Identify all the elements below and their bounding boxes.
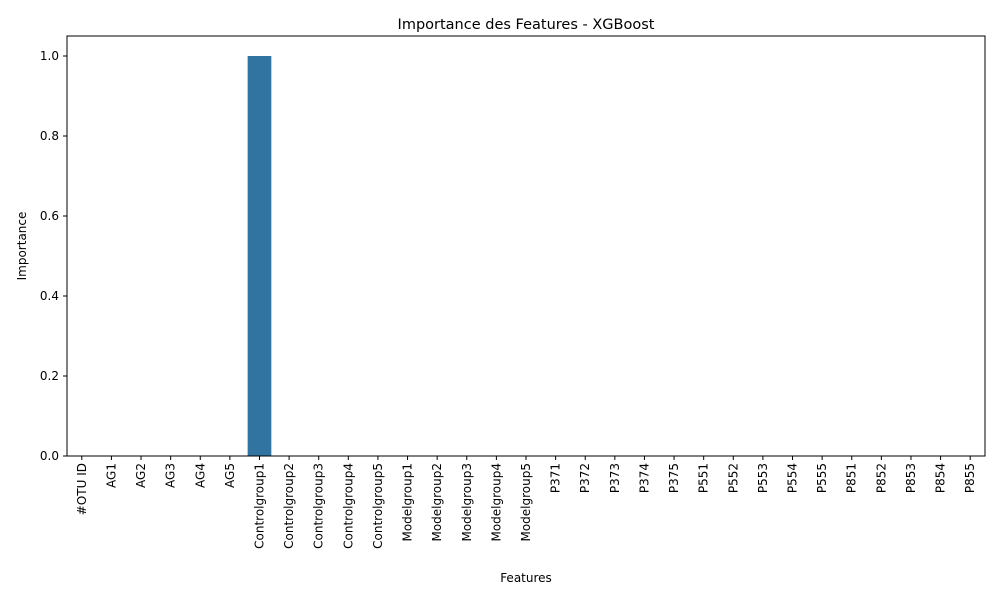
y-axis: 0.0 0.2 0.4 0.6 0.8 1.0 <box>40 49 67 463</box>
x-tick-label: P551 <box>697 463 711 493</box>
x-tick-label: Modelgroup2 <box>430 463 444 542</box>
x-tick-label: Modelgroup4 <box>489 463 503 542</box>
bars-group <box>247 56 272 456</box>
x-tick-label: Controlgroup5 <box>371 463 385 549</box>
y-tick-label: 1.0 <box>40 49 59 63</box>
y-tick-label: 0.6 <box>40 209 59 223</box>
x-tick-label: P852 <box>874 463 888 493</box>
y-axis-title: Importance <box>15 212 29 281</box>
x-tick-label: P373 <box>608 463 622 493</box>
y-tick-label: 0.8 <box>40 129 59 143</box>
x-tick-label: P854 <box>934 463 948 493</box>
chart-title: Importance des Features - XGBoost <box>398 17 655 33</box>
x-tick-label: Controlgroup4 <box>341 463 355 549</box>
x-tick-label: Modelgroup1 <box>401 463 415 542</box>
x-tick-label: AG5 <box>223 463 237 488</box>
x-tick-label: AG3 <box>164 463 178 488</box>
x-tick-label: Controlgroup2 <box>282 463 296 549</box>
x-tick-label: P371 <box>549 463 563 493</box>
x-tick-label: AG2 <box>134 463 148 488</box>
x-tick-label: P855 <box>963 463 977 493</box>
x-axis: #OTU ID AG1 AG2 AG3 AG4 AG5 Controlgroup1 Contr… <box>75 456 977 549</box>
x-tick-label: P552 <box>726 463 740 493</box>
y-tick-label: 0.2 <box>40 369 59 383</box>
x-tick-label: P555 <box>815 463 829 493</box>
x-tick-label: Modelgroup3 <box>460 463 474 542</box>
x-tick-label: P372 <box>578 463 592 493</box>
x-tick-label: Controlgroup1 <box>252 463 266 549</box>
plot-frame <box>66 35 986 457</box>
x-tick-label: #OTU ID <box>75 463 89 515</box>
x-tick-label: AG4 <box>193 463 207 488</box>
x-tick-label: P375 <box>667 463 681 493</box>
x-tick-label: Controlgroup3 <box>312 463 326 549</box>
x-tick-label: AG1 <box>104 463 118 488</box>
x-tick-label: P554 <box>786 463 800 493</box>
y-tick-label: 0.4 <box>40 289 59 303</box>
x-tick-label: P374 <box>637 463 651 493</box>
x-axis-title: Features <box>500 571 552 585</box>
y-tick-label: 0.0 <box>40 449 59 463</box>
x-tick-label: P553 <box>756 463 770 493</box>
bar-6 <box>247 56 272 456</box>
x-tick-label: P853 <box>904 463 918 493</box>
x-tick-label: Modelgroup5 <box>519 463 533 542</box>
x-tick-label: P851 <box>845 463 859 493</box>
